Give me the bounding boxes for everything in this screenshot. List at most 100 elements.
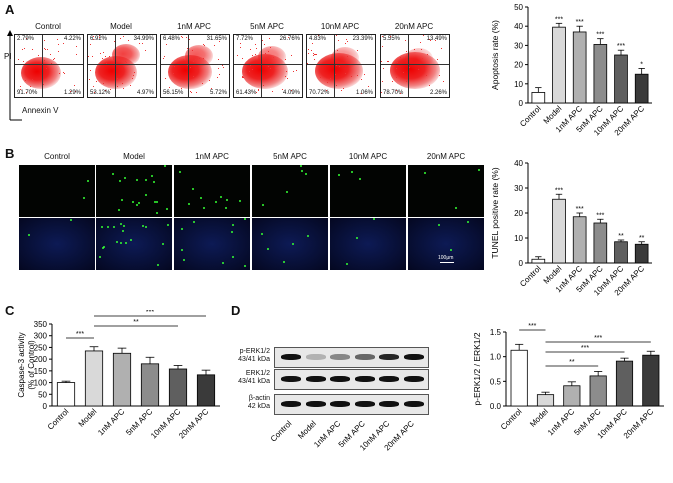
flow-event-dot xyxy=(292,70,294,72)
flow-event-dot xyxy=(436,59,438,61)
tunel-image-green-3 xyxy=(252,165,328,217)
flow-event-dot xyxy=(175,77,177,79)
flow-event-dot xyxy=(381,91,383,93)
western-blot-strip-0 xyxy=(274,347,429,368)
y-tick-label: 150 xyxy=(34,367,48,376)
band xyxy=(330,354,350,360)
tunel-image-merged-0 xyxy=(19,218,95,270)
flow-scatter-upper xyxy=(112,44,140,66)
flow-event-dot xyxy=(125,60,127,62)
flow-event-dot xyxy=(338,65,340,67)
tunel-image-green-5 xyxy=(408,165,484,217)
flow-event-dot xyxy=(345,43,347,45)
flow-gate-vertical xyxy=(42,35,43,97)
bar-5 xyxy=(642,354,660,407)
tunel-positive-cell xyxy=(161,243,164,246)
category-label-2: 1nM APC xyxy=(546,407,576,437)
flow-event-dot xyxy=(20,88,22,90)
flow-event-dot xyxy=(204,44,206,46)
y-tick-label: 1.0 xyxy=(490,353,502,362)
category-label-5: 20nM APC xyxy=(177,407,211,441)
flow-quadrant-ur: 23.39% xyxy=(352,36,373,42)
tunel-positive-cell xyxy=(304,172,307,175)
tunel-positive-cell xyxy=(219,196,222,199)
category-label-1: Model xyxy=(77,407,99,429)
flow-plot-0: 2.79% 4.22% 91.70% 1.29% xyxy=(14,34,84,98)
bar-4 xyxy=(615,360,634,407)
flow-quadrant-ll: 53.12% xyxy=(90,90,111,96)
flow-event-dot xyxy=(125,62,127,64)
flow-event-dot xyxy=(189,39,191,41)
tunel-positive-cell xyxy=(215,201,218,204)
flow-event-dot xyxy=(58,44,59,46)
flow-event-dot xyxy=(382,45,384,47)
flow-event-dot xyxy=(381,36,383,38)
tunel-positive-cell xyxy=(438,223,441,226)
flow-event-dot xyxy=(438,75,440,77)
band xyxy=(281,401,301,407)
flow-event-dot xyxy=(98,37,100,39)
flow-event-dot xyxy=(43,83,45,85)
flow-event-dot xyxy=(218,67,220,69)
bar-0 xyxy=(56,382,76,407)
flow-quadrant-lr: 4.97% xyxy=(136,90,154,96)
flow-event-dot xyxy=(310,49,312,51)
flow-event-dot xyxy=(23,47,25,49)
scale-bar xyxy=(440,262,454,263)
flow-event-dot xyxy=(314,54,316,56)
flow-event-dot xyxy=(141,43,143,45)
tunel-positive-cell xyxy=(113,225,116,228)
band xyxy=(330,401,350,407)
flow-event-dot xyxy=(316,54,318,56)
flow-event-dot xyxy=(186,64,188,66)
tunel-positive-cell xyxy=(221,262,224,265)
tunel-positive-cell xyxy=(239,199,242,202)
tunel-positive-cell xyxy=(145,193,148,196)
tunel-positive-cell xyxy=(300,165,303,168)
flow-event-dot xyxy=(256,48,258,50)
flow-plot-5: 5.55% 13.49% 78.70% 2.26% xyxy=(380,34,450,98)
bracket-label: *** xyxy=(581,345,589,352)
panel-label-b: B xyxy=(5,146,15,161)
tunel-image-green-0 xyxy=(19,165,95,217)
flow-event-dot xyxy=(190,91,192,93)
tunel-positive-cell xyxy=(180,248,183,251)
flow-event-dot xyxy=(271,90,273,92)
band xyxy=(403,401,424,407)
tunel-positive-cell xyxy=(165,207,168,210)
flow-gate-horizontal xyxy=(88,64,156,65)
flow-event-dot xyxy=(329,77,331,79)
tunel-positive-cell xyxy=(156,200,159,203)
flow-scatter-upper xyxy=(331,47,359,69)
flow-event-dot xyxy=(222,64,224,66)
bar-2 xyxy=(563,385,581,407)
flow-event-dot xyxy=(88,78,90,80)
flow-event-dot xyxy=(74,84,76,86)
flow-title-3: 5nM APC xyxy=(250,22,284,31)
flow-quadrant-ll: 61.43% xyxy=(236,90,257,96)
flow-event-dot xyxy=(89,69,91,71)
flow-event-dot xyxy=(58,72,60,74)
category-label-2: 1nM APC xyxy=(96,407,126,437)
flow-event-dot xyxy=(239,47,241,49)
flow-event-dot xyxy=(113,41,115,43)
bar-1 xyxy=(84,350,104,407)
tunel-positive-cell xyxy=(153,181,156,184)
significance-mark: *** xyxy=(555,16,563,23)
flow-gate-horizontal xyxy=(234,64,302,65)
flow-plot-3: 7.72% 26.76% 61.43% 4.09% xyxy=(233,34,303,98)
flow-event-dot xyxy=(76,45,78,47)
flow-event-dot xyxy=(440,48,442,50)
bar-4 xyxy=(168,368,188,407)
protein-size: 43/41 kDa xyxy=(238,356,270,363)
flow-event-dot xyxy=(46,67,48,69)
band xyxy=(379,376,399,382)
tunel-positive-cell xyxy=(372,218,375,221)
bar-0 xyxy=(531,258,546,264)
flow-event-dot xyxy=(192,49,194,51)
flow-event-dot xyxy=(89,43,91,45)
flow-event-dot xyxy=(357,49,358,51)
flow-event-dot xyxy=(133,75,135,77)
flow-event-dot xyxy=(133,72,135,74)
